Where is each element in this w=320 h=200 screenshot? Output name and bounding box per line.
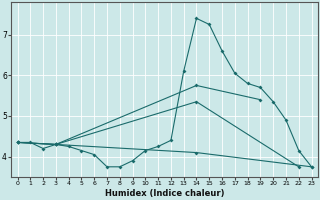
X-axis label: Humidex (Indice chaleur): Humidex (Indice chaleur) [105, 189, 224, 198]
